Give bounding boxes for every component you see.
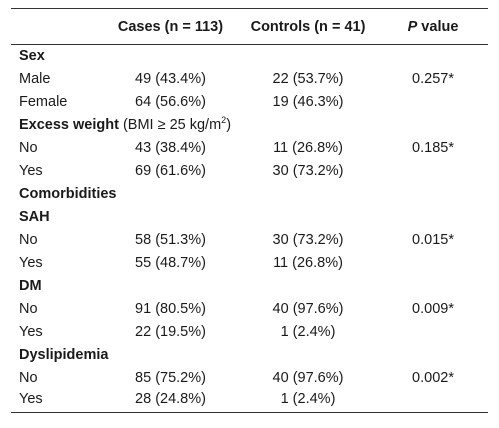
- table-row: No 43 (38.4%) 11 (26.8%) 0.185*: [11, 137, 488, 160]
- table-row: Female 64 (56.6%) 19 (46.3%): [11, 91, 488, 114]
- p-value: [378, 91, 488, 114]
- cases-value: 49 (43.4%): [135, 71, 206, 87]
- p-value: [378, 321, 488, 344]
- row-label: Yes: [19, 163, 43, 179]
- row-label: Yes: [19, 324, 43, 340]
- section-row-sah: SAH: [11, 206, 488, 229]
- cases-value: 22 (19.5%): [135, 324, 206, 340]
- controls-value: 11 (26.8%): [273, 140, 343, 156]
- table-row: Yes 69 (61.6%) 30 (73.2%): [11, 160, 488, 183]
- controls-value: 30 (73.2%): [272, 163, 344, 179]
- excess-weight-title: Excess weight: [19, 117, 119, 133]
- cases-value: 91 (80.5%): [135, 301, 206, 317]
- excess-weight-note-close: ): [226, 117, 232, 133]
- header-blank: [11, 8, 103, 45]
- table-row: Yes 22 (19.5%) 1 (2.4%): [11, 321, 488, 344]
- p-value: 0.009*: [412, 301, 454, 317]
- header-cases: Cases (n = 113): [103, 8, 238, 45]
- section-row-dyslipidemia: Dyslipidemia: [11, 344, 488, 367]
- table-row: No 85 (75.2%) 40 (97.6%) 0.002*: [11, 367, 488, 390]
- row-label: No: [19, 140, 38, 156]
- header-p-value: P value: [378, 8, 488, 45]
- p-value: 0.257*: [412, 71, 454, 87]
- excess-weight-note: (BMI ≥ 25 kg/m2): [122, 115, 232, 133]
- p-value: [378, 160, 488, 183]
- table-row: No 91 (80.5%) 40 (97.6%) 0.009*: [11, 298, 488, 321]
- section-label-comorbidities: Comorbidities: [19, 186, 117, 202]
- cases-value: 43 (38.4%): [135, 140, 206, 156]
- excess-weight-note-text: (BMI ≥ 25 kg/m: [122, 117, 222, 133]
- controls-value: 22 (53.7%): [272, 71, 344, 87]
- row-label: No: [19, 301, 38, 317]
- table-row: No 58 (51.3%) 30 (73.2%) 0.015*: [11, 229, 488, 252]
- controls-value: 40 (97.6%): [272, 370, 344, 386]
- p-value: 0.015*: [412, 232, 454, 248]
- header-controls: Controls (n = 41): [238, 8, 378, 45]
- row-label: Female: [19, 94, 68, 110]
- section-label-excess-weight: Excess weight (BMI ≥ 25 kg/m2): [11, 114, 488, 137]
- p-value: 0.002*: [412, 370, 454, 386]
- row-label: Yes: [19, 255, 43, 271]
- cases-value: 55 (48.7%): [135, 255, 206, 271]
- section-label-sex: Sex: [19, 48, 45, 65]
- table-header-row: Cases (n = 113) Controls (n = 41) P valu…: [11, 8, 488, 45]
- row-label: No: [19, 370, 38, 386]
- comparison-table: Cases (n = 113) Controls (n = 41) P valu…: [11, 8, 488, 413]
- section-label-sah: SAH: [19, 209, 50, 225]
- controls-value: 30 (73.2%): [272, 232, 344, 248]
- p-value: [378, 390, 488, 413]
- cases-value: 85 (75.2%): [135, 370, 206, 386]
- row-label: Male: [19, 71, 51, 87]
- section-label-dyslipidemia: Dyslipidemia: [19, 347, 109, 363]
- controls-value: 1 (2.4%): [280, 391, 336, 408]
- p-value: 0.185*: [412, 140, 454, 156]
- header-p-italic: P: [407, 18, 418, 35]
- p-value: [378, 252, 488, 275]
- row-label: No: [19, 232, 38, 248]
- header-p-rest: value: [417, 18, 459, 35]
- controls-value: 40 (97.6%): [272, 301, 344, 317]
- controls-value: 1 (2.4%): [280, 324, 336, 340]
- cases-value: 58 (51.3%): [135, 232, 206, 248]
- data-table-container: Cases (n = 113) Controls (n = 41) P valu…: [11, 8, 488, 413]
- cases-value: 64 (56.6%): [135, 94, 206, 110]
- cases-value: 28 (24.8%): [135, 391, 206, 408]
- section-row-dm: DM: [11, 275, 488, 298]
- row-label: Yes: [19, 391, 43, 408]
- section-row-excess-weight: Excess weight (BMI ≥ 25 kg/m2): [11, 114, 488, 137]
- table-row: Yes 28 (24.8%) 1 (2.4%): [11, 390, 488, 413]
- controls-value: 11 (26.8%): [273, 255, 343, 271]
- section-row-sex: Sex: [11, 45, 488, 68]
- table-row: Yes 55 (48.7%) 11 (26.8%): [11, 252, 488, 275]
- section-label-dm: DM: [19, 278, 42, 294]
- excess-weight-superscript: 2: [221, 115, 227, 126]
- table-row: Male 49 (43.4%) 22 (53.7%) 0.257*: [11, 68, 488, 91]
- controls-value: 19 (46.3%): [272, 94, 344, 110]
- section-row-comorbidities: Comorbidities: [11, 183, 488, 206]
- cases-value: 69 (61.6%): [135, 163, 206, 179]
